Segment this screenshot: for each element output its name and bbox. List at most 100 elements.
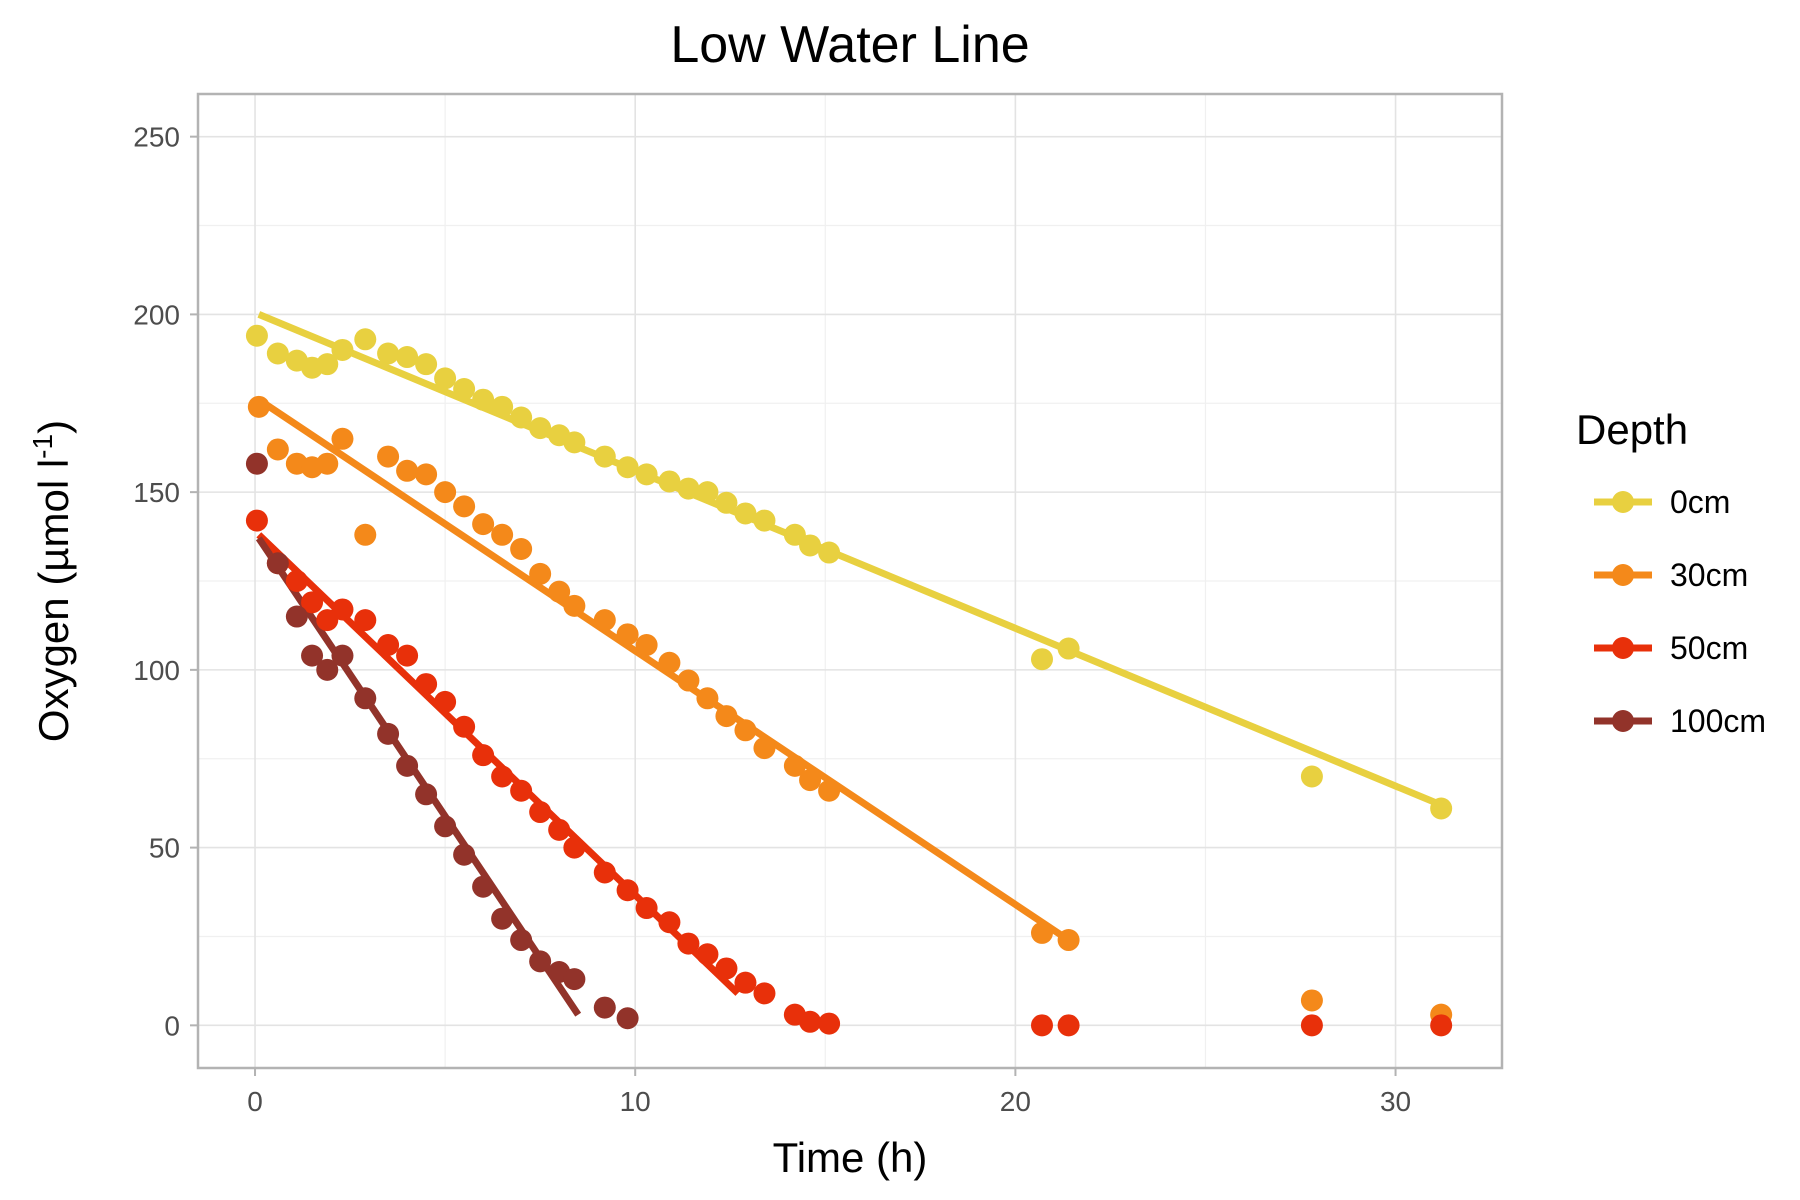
legend-label: 30cm bbox=[1670, 557, 1748, 593]
data-point-50cm bbox=[1030, 1014, 1053, 1037]
data-point-30cm bbox=[354, 523, 377, 546]
data-point-50cm bbox=[396, 644, 419, 667]
data-point-50cm bbox=[377, 633, 400, 656]
data-point-0cm bbox=[696, 481, 719, 504]
x-axis-ticks: 0 10 20 30 bbox=[247, 1068, 1411, 1117]
data-point-50cm bbox=[415, 673, 438, 696]
data-point-0cm bbox=[434, 367, 457, 390]
data-point-30cm bbox=[377, 445, 400, 468]
data-point-30cm bbox=[266, 438, 289, 461]
data-point-0cm bbox=[529, 417, 552, 440]
legend-label: 100cm bbox=[1670, 703, 1766, 739]
data-point-50cm bbox=[1430, 1014, 1453, 1037]
y-axis-title: Oxygen (µmol l-1) bbox=[27, 420, 77, 742]
data-point-30cm bbox=[548, 580, 571, 603]
data-point-100cm bbox=[245, 452, 268, 475]
x-tick-label: 10 bbox=[620, 1086, 651, 1117]
chart-title: Low Water Line bbox=[670, 16, 1029, 74]
y-axis-ticks: 0 50 100 150 200 250 bbox=[133, 122, 198, 1041]
data-point-50cm bbox=[734, 971, 757, 994]
data-point-50cm bbox=[677, 932, 700, 955]
data-point-100cm bbox=[453, 843, 476, 866]
legend-key-point bbox=[1612, 637, 1634, 659]
x-tick-label: 30 bbox=[1380, 1086, 1411, 1117]
plot-panel bbox=[196, 92, 1504, 1070]
legend-item-0cm: 0cm bbox=[1594, 484, 1730, 520]
data-point-50cm bbox=[548, 818, 571, 841]
data-point-50cm bbox=[491, 765, 514, 788]
data-point-50cm bbox=[1057, 1014, 1080, 1037]
data-point-30cm bbox=[696, 687, 719, 710]
data-point-30cm bbox=[453, 495, 476, 518]
data-point-50cm bbox=[354, 609, 377, 632]
data-point-50cm bbox=[616, 879, 639, 902]
y-axis-title-superscript: -1 bbox=[27, 434, 58, 459]
grid-minor bbox=[198, 94, 1502, 1068]
data-point-30cm bbox=[396, 459, 419, 482]
data-point-0cm bbox=[616, 456, 639, 479]
legend-items: 0cm 30cm 50cm 100cm bbox=[1594, 484, 1766, 739]
y-tick-label: 200 bbox=[133, 299, 180, 330]
data-point-30cm bbox=[616, 623, 639, 646]
data-point-50cm bbox=[301, 591, 324, 614]
data-point-0cm bbox=[377, 342, 400, 365]
y-axis-title-group: Oxygen (µmol l-1) bbox=[27, 420, 77, 742]
data-point-50cm bbox=[472, 744, 495, 767]
x-tick-label: 0 bbox=[247, 1086, 263, 1117]
data-point-0cm bbox=[593, 445, 616, 468]
data-point-30cm bbox=[783, 754, 806, 777]
data-point-50cm bbox=[331, 598, 354, 621]
legend-key-point bbox=[1612, 710, 1634, 732]
data-point-30cm bbox=[316, 452, 339, 475]
data-point-100cm bbox=[285, 605, 308, 628]
legend-item-100cm: 100cm bbox=[1594, 703, 1766, 739]
data-point-100cm bbox=[266, 552, 289, 575]
data-point-100cm bbox=[491, 907, 514, 930]
data-point-50cm bbox=[753, 982, 776, 1005]
data-point-0cm bbox=[635, 463, 658, 486]
y-tick-label: 50 bbox=[149, 833, 180, 864]
data-point-30cm bbox=[799, 769, 822, 792]
data-point-30cm bbox=[1030, 921, 1053, 944]
data-point-0cm bbox=[563, 431, 586, 454]
data-point-0cm bbox=[453, 378, 476, 401]
data-point-0cm bbox=[818, 541, 841, 564]
data-point-100cm bbox=[434, 815, 457, 838]
data-point-0cm bbox=[799, 534, 822, 557]
data-point-0cm bbox=[1300, 765, 1323, 788]
legend-title: Depth bbox=[1576, 406, 1688, 453]
data-point-30cm bbox=[1057, 929, 1080, 952]
y-tick-label: 250 bbox=[133, 122, 180, 153]
data-point-50cm bbox=[563, 836, 586, 859]
data-point-0cm bbox=[734, 502, 757, 525]
legend-item-50cm: 50cm bbox=[1594, 630, 1748, 666]
data-point-30cm bbox=[434, 481, 457, 504]
data-point-30cm bbox=[331, 427, 354, 450]
y-axis-title-close: ) bbox=[30, 420, 77, 434]
y-tick-label: 0 bbox=[164, 1010, 180, 1041]
data-point-100cm bbox=[510, 929, 533, 952]
data-point-100cm bbox=[377, 722, 400, 745]
data-point-0cm bbox=[472, 388, 495, 411]
data-point-0cm bbox=[753, 509, 776, 532]
data-point-0cm bbox=[510, 406, 533, 429]
legend-label: 0cm bbox=[1670, 484, 1730, 520]
data-point-0cm bbox=[1430, 797, 1453, 820]
plot-border bbox=[196, 92, 1504, 1070]
legend: Depth 0cm 30cm 50cm 100cm bbox=[1576, 406, 1766, 739]
data-point-50cm bbox=[593, 861, 616, 884]
data-point-50cm bbox=[696, 943, 719, 966]
y-tick-label: 100 bbox=[133, 655, 180, 686]
data-point-30cm bbox=[529, 562, 552, 585]
data-point-30cm bbox=[715, 705, 738, 728]
data-point-100cm bbox=[396, 754, 419, 777]
data-point-0cm bbox=[266, 342, 289, 365]
data-point-100cm bbox=[563, 968, 586, 991]
data-point-30cm bbox=[1300, 989, 1323, 1012]
data-point-0cm bbox=[658, 470, 681, 493]
data-point-0cm bbox=[415, 353, 438, 376]
data-point-30cm bbox=[818, 779, 841, 802]
data-point-50cm bbox=[658, 911, 681, 934]
data-point-0cm bbox=[354, 328, 377, 351]
legend-key-point bbox=[1612, 564, 1634, 586]
